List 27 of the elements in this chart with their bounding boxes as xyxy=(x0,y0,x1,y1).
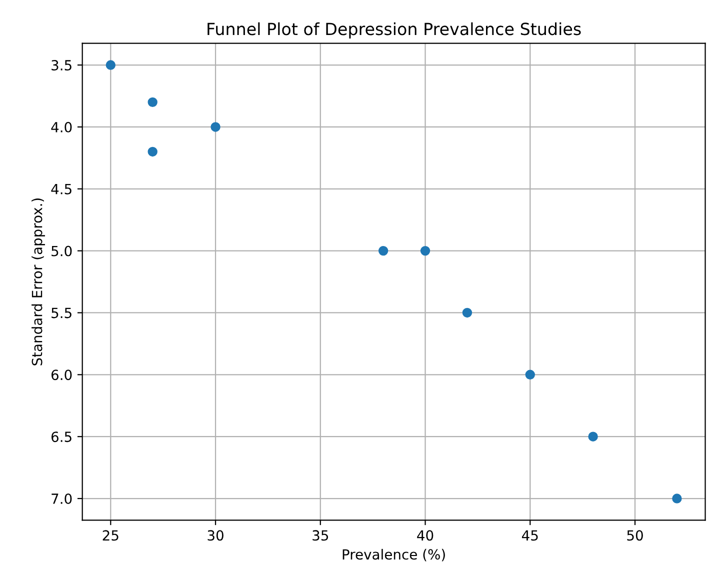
chart-title: Funnel Plot of Depression Prevalence Studies xyxy=(208,22,581,38)
y-axis-title: Standard Error (approx.) xyxy=(32,198,45,366)
y-tick-label: 4.5 xyxy=(51,184,72,194)
y-tick-label: 7.0 xyxy=(52,493,72,504)
point xyxy=(148,97,158,108)
point xyxy=(106,60,116,70)
x-tick-label: 45 xyxy=(522,530,538,541)
x-tick-label: 40 xyxy=(417,530,434,541)
y-tick-label: 3.5 xyxy=(52,60,72,70)
point xyxy=(210,122,220,132)
x-axis-title: Prevalence (%) xyxy=(342,548,445,562)
point xyxy=(525,370,535,380)
y-tick-label: 5.0 xyxy=(52,246,72,256)
x-tick-label: 50 xyxy=(627,530,643,541)
point xyxy=(672,494,682,504)
y-tick-label: 4.0 xyxy=(51,122,72,132)
point xyxy=(588,432,598,442)
x-tick-label: 25 xyxy=(102,530,118,541)
point xyxy=(420,246,430,256)
y-tick-label: 6.0 xyxy=(52,370,72,380)
y-tick-label: 5.5 xyxy=(52,308,72,318)
x-tick-label: 35 xyxy=(312,530,328,541)
y-tick-label: 6.5 xyxy=(52,432,72,442)
x-tick-label: 30 xyxy=(208,530,224,541)
point xyxy=(148,146,158,157)
point xyxy=(378,246,388,256)
point xyxy=(462,308,472,318)
